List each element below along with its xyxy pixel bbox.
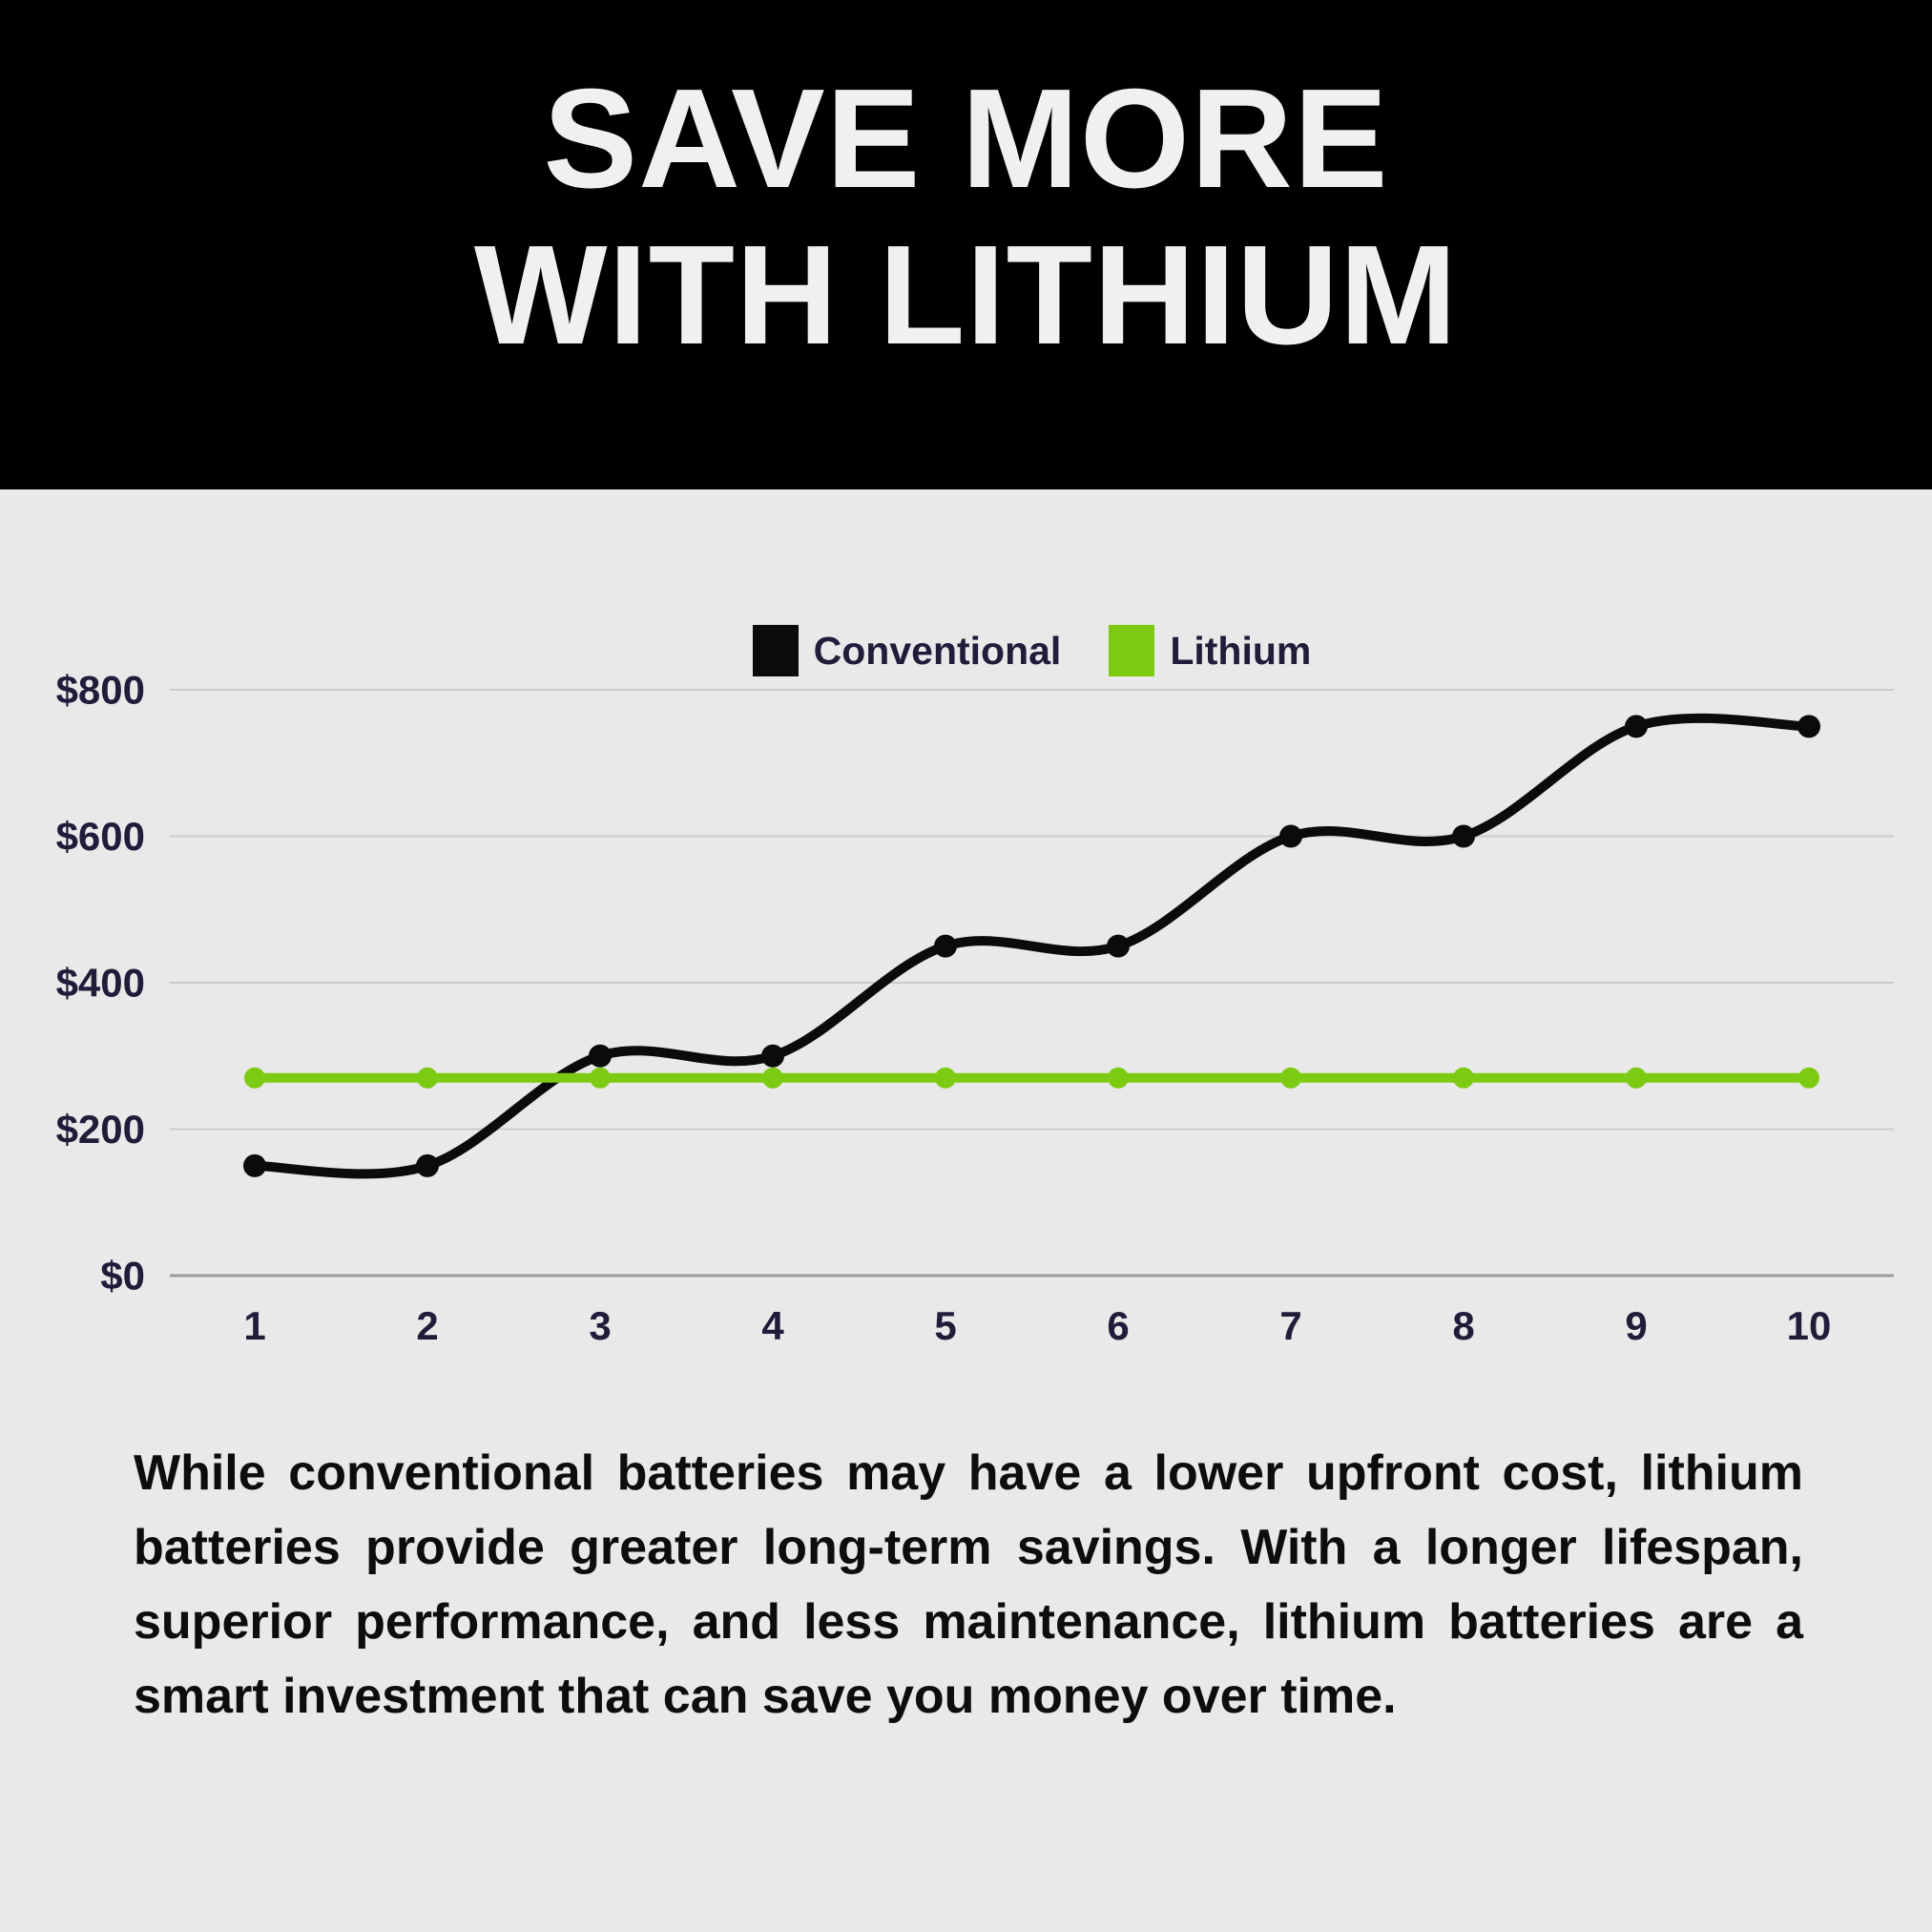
data-point-lithium <box>417 1067 438 1089</box>
data-point-lithium <box>762 1067 783 1089</box>
data-point-lithium <box>590 1067 611 1089</box>
description-paragraph: While conventional batteries may have a … <box>134 1445 1803 1724</box>
data-point-conventional <box>1279 824 1302 848</box>
data-point-conventional <box>1797 715 1820 738</box>
data-point-lithium <box>244 1067 265 1089</box>
data-point-lithium <box>1453 1067 1474 1089</box>
x-tick-label: 10 <box>1787 1303 1832 1348</box>
data-point-lithium <box>1798 1067 1819 1089</box>
data-point-lithium <box>1280 1067 1301 1089</box>
data-point-conventional <box>1625 715 1648 738</box>
x-tick-label: 5 <box>934 1303 956 1348</box>
y-tick-label: $800 <box>56 668 145 713</box>
x-tick-label: 2 <box>416 1303 438 1348</box>
page-title-line2: WITH LITHIUM <box>473 217 1459 374</box>
series-line-conventional <box>250 713 1814 1179</box>
data-point-conventional <box>1452 824 1475 848</box>
page-title-line1: SAVE MORE <box>543 60 1389 218</box>
x-tick-label: 4 <box>761 1303 784 1348</box>
y-tick-label: $400 <box>56 961 145 1006</box>
legend-label-conventional: Conventional <box>813 629 1062 673</box>
data-point-conventional <box>243 1153 266 1177</box>
data-point-conventional <box>934 934 957 958</box>
x-tick-label: 7 <box>1279 1303 1301 1348</box>
legend-swatch-conventional <box>752 625 799 676</box>
data-point-conventional <box>589 1044 612 1068</box>
y-tick-label: $200 <box>56 1107 145 1152</box>
x-tick-label: 6 <box>1107 1303 1129 1348</box>
y-tick-label: $600 <box>56 814 145 859</box>
data-point-lithium <box>935 1067 956 1089</box>
data-point-conventional <box>761 1044 784 1068</box>
chart-legend: Conventional Lithium <box>170 620 1894 681</box>
x-tick-label: 1 <box>243 1303 265 1348</box>
data-point-conventional <box>416 1153 439 1177</box>
legend-label-lithium: Lithium <box>1170 629 1312 673</box>
legend-swatch-lithium <box>1109 625 1155 676</box>
header-banner: SAVE MORE WITH LITHIUM <box>0 0 1932 489</box>
data-point-lithium <box>1108 1067 1129 1089</box>
x-tick-label: 3 <box>589 1303 611 1348</box>
x-tick-label: 9 <box>1625 1303 1647 1348</box>
y-tick-label: $0 <box>100 1254 145 1298</box>
data-point-conventional <box>1107 934 1130 958</box>
data-point-lithium <box>1626 1067 1647 1089</box>
x-tick-label: 8 <box>1452 1303 1474 1348</box>
